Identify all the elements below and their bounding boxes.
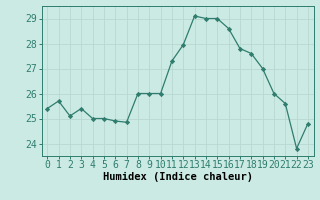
X-axis label: Humidex (Indice chaleur): Humidex (Indice chaleur) — [103, 172, 252, 182]
